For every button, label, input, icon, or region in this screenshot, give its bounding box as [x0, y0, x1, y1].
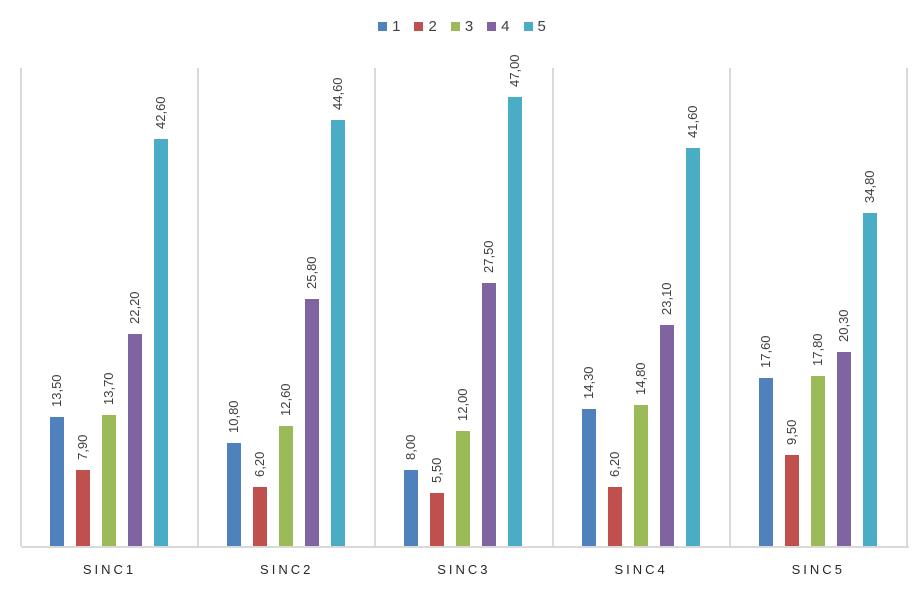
data-label: 44,60 [330, 77, 346, 110]
bar-sinc4-series-4 [659, 325, 674, 546]
legend-label-1: 1 [392, 18, 401, 35]
bar-sinc2-series-3 [279, 426, 294, 546]
bar-sinc1-series-3 [102, 415, 116, 546]
category-separator [197, 68, 200, 546]
bar-sinc2-series-4 [305, 299, 320, 546]
bar-sinc4-series-2 [607, 487, 622, 546]
data-label: 23,10 [658, 282, 674, 315]
bar-sinc4-series-3 [633, 405, 648, 546]
data-label: 13,50 [49, 374, 64, 407]
data-label: 12,60 [278, 383, 294, 416]
legend-label-4: 4 [501, 18, 510, 35]
bar-sinc1-series-4 [128, 334, 142, 546]
data-label: 14,30 [580, 366, 596, 399]
bar-sinc2-series-1 [227, 443, 242, 546]
legend-swatch-5 [523, 22, 533, 31]
category-label-sinc2: SINC2 [260, 562, 314, 577]
legend-item-4: 4 [487, 18, 510, 35]
legend-item-2: 2 [414, 18, 437, 35]
category-label-sinc5: SINC5 [791, 562, 845, 577]
x-axis-line [21, 546, 909, 548]
category-separator [906, 68, 908, 546]
bar-sinc3-series-2 [430, 493, 445, 546]
bar-sinc3-series-4 [482, 283, 497, 546]
bar-sinc3-series-3 [456, 431, 471, 546]
category-label-sinc1: SINC1 [82, 562, 137, 577]
legend-item-3: 3 [450, 18, 474, 35]
bar-sinc5-series-1 [758, 378, 773, 546]
data-label: 13,70 [101, 372, 116, 405]
data-label: 6,20 [252, 451, 268, 477]
data-label: 41,60 [684, 105, 700, 138]
data-label: 6,20 [606, 451, 622, 477]
bar-sinc1-series-1 [50, 417, 64, 546]
bar-sinc3-series-5 [508, 97, 523, 546]
data-label: 34,80 [861, 170, 877, 203]
bar-sinc1-series-5 [154, 139, 168, 546]
bar-sinc4-series-1 [581, 409, 596, 546]
category-separator [20, 68, 22, 546]
legend-item-1: 1 [378, 18, 400, 35]
legend-label-3: 3 [464, 18, 474, 35]
legend-item-5: 5 [523, 18, 546, 35]
data-label: 9,50 [783, 419, 799, 445]
category-separator [374, 68, 377, 546]
category-separator [728, 68, 731, 546]
legend-swatch-1 [378, 22, 388, 31]
data-label: 5,50 [429, 457, 445, 483]
category-label-sinc4: SINC4 [614, 562, 668, 577]
bar-sinc5-series-3 [810, 376, 825, 546]
bar-sinc3-series-1 [404, 470, 419, 546]
bar-sinc5-series-2 [784, 455, 799, 546]
category-label-sinc3: SINC3 [437, 562, 491, 577]
data-label: 25,80 [304, 256, 320, 289]
legend-swatch-2 [414, 22, 424, 31]
data-label: 20,30 [835, 309, 851, 342]
data-label: 8,00 [403, 434, 419, 460]
data-label: 14,80 [632, 362, 648, 395]
data-label: 12,00 [455, 388, 471, 421]
bar-sinc2-series-5 [331, 120, 346, 546]
plot-area: 13,50 7,90 13,70 22,20 42,60 10,80 6,20 12,60 25… [20, 54, 909, 548]
bar-sinc5-series-5 [862, 213, 877, 546]
data-label: 42,60 [153, 96, 168, 129]
bar-sinc1-series-2 [76, 470, 90, 546]
data-label: 27,50 [481, 240, 497, 273]
data-label: 47,00 [507, 54, 523, 87]
legend-label-5: 5 [537, 18, 546, 35]
bar-sinc5-series-4 [836, 352, 851, 546]
data-label: 7,90 [75, 434, 90, 460]
legend-swatch-3 [450, 22, 460, 31]
chart-legend: 1 2 3 4 5 [0, 18, 924, 35]
data-label: 22,20 [127, 291, 142, 324]
data-label: 17,80 [809, 333, 825, 366]
data-label: 17,60 [757, 335, 773, 368]
data-label: 10,80 [226, 400, 242, 433]
legend-label-2: 2 [428, 18, 437, 35]
category-separator [551, 68, 554, 546]
legend-swatch-4 [487, 22, 497, 31]
bar-sinc2-series-2 [253, 487, 268, 546]
bar-sinc4-series-5 [685, 148, 700, 546]
